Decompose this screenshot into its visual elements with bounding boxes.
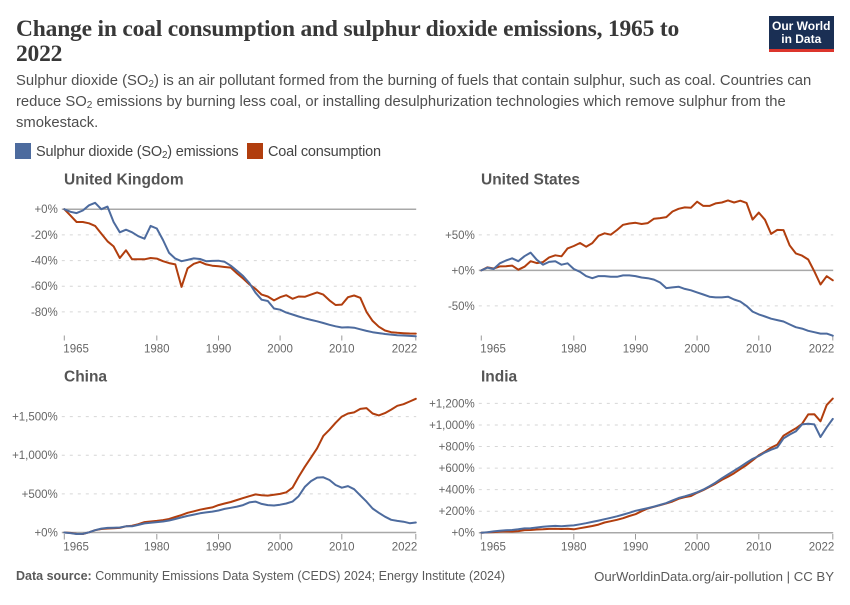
svg-text:2010: 2010 xyxy=(746,343,772,355)
svg-text:+200%: +200% xyxy=(439,506,475,518)
svg-text:2000: 2000 xyxy=(684,542,710,554)
svg-text:+0%: +0% xyxy=(451,265,474,277)
svg-text:1990: 1990 xyxy=(623,343,649,355)
svg-text:+500%: +500% xyxy=(22,489,58,501)
svg-text:2022: 2022 xyxy=(392,542,418,554)
svg-text:2010: 2010 xyxy=(329,542,355,554)
svg-text:+1,000%: +1,000% xyxy=(12,450,58,462)
svg-text:-40%: -40% xyxy=(31,256,58,268)
svg-text:1965: 1965 xyxy=(480,542,506,554)
svg-text:2010: 2010 xyxy=(746,542,772,554)
svg-text:-80%: -80% xyxy=(31,307,58,319)
svg-text:1965: 1965 xyxy=(480,343,506,355)
svg-text:+1,500%: +1,500% xyxy=(12,412,58,424)
svg-text:+400%: +400% xyxy=(439,485,475,497)
svg-text:2000: 2000 xyxy=(267,343,293,355)
svg-text:+600%: +600% xyxy=(439,463,475,475)
svg-text:2000: 2000 xyxy=(267,542,293,554)
svg-text:1990: 1990 xyxy=(206,542,232,554)
svg-text:+0%: +0% xyxy=(34,528,57,540)
svg-text:China: China xyxy=(64,369,107,386)
svg-text:1990: 1990 xyxy=(623,542,649,554)
svg-text:+800%: +800% xyxy=(439,442,475,454)
svg-text:1980: 1980 xyxy=(561,542,587,554)
svg-text:+1,000%: +1,000% xyxy=(429,420,475,432)
svg-text:2022: 2022 xyxy=(809,343,835,355)
svg-text:2000: 2000 xyxy=(684,343,710,355)
svg-text:+0%: +0% xyxy=(34,204,57,216)
svg-text:2022: 2022 xyxy=(809,542,835,554)
svg-text:United States: United States xyxy=(481,172,580,189)
svg-text:2010: 2010 xyxy=(329,343,355,355)
svg-text:-60%: -60% xyxy=(31,281,58,293)
svg-text:1990: 1990 xyxy=(206,343,232,355)
svg-text:1980: 1980 xyxy=(561,343,587,355)
svg-text:1965: 1965 xyxy=(63,343,89,355)
svg-text:United Kingdom: United Kingdom xyxy=(64,172,184,189)
svg-text:2022: 2022 xyxy=(392,343,418,355)
svg-text:1980: 1980 xyxy=(144,542,170,554)
svg-text:-50%: -50% xyxy=(448,301,475,313)
svg-text:-20%: -20% xyxy=(31,230,58,242)
svg-text:+0%: +0% xyxy=(451,528,474,540)
svg-text:India: India xyxy=(481,369,518,386)
svg-text:+1,200%: +1,200% xyxy=(429,398,475,410)
svg-text:+50%: +50% xyxy=(445,230,475,242)
svg-text:1980: 1980 xyxy=(144,343,170,355)
svg-text:1965: 1965 xyxy=(63,542,89,554)
